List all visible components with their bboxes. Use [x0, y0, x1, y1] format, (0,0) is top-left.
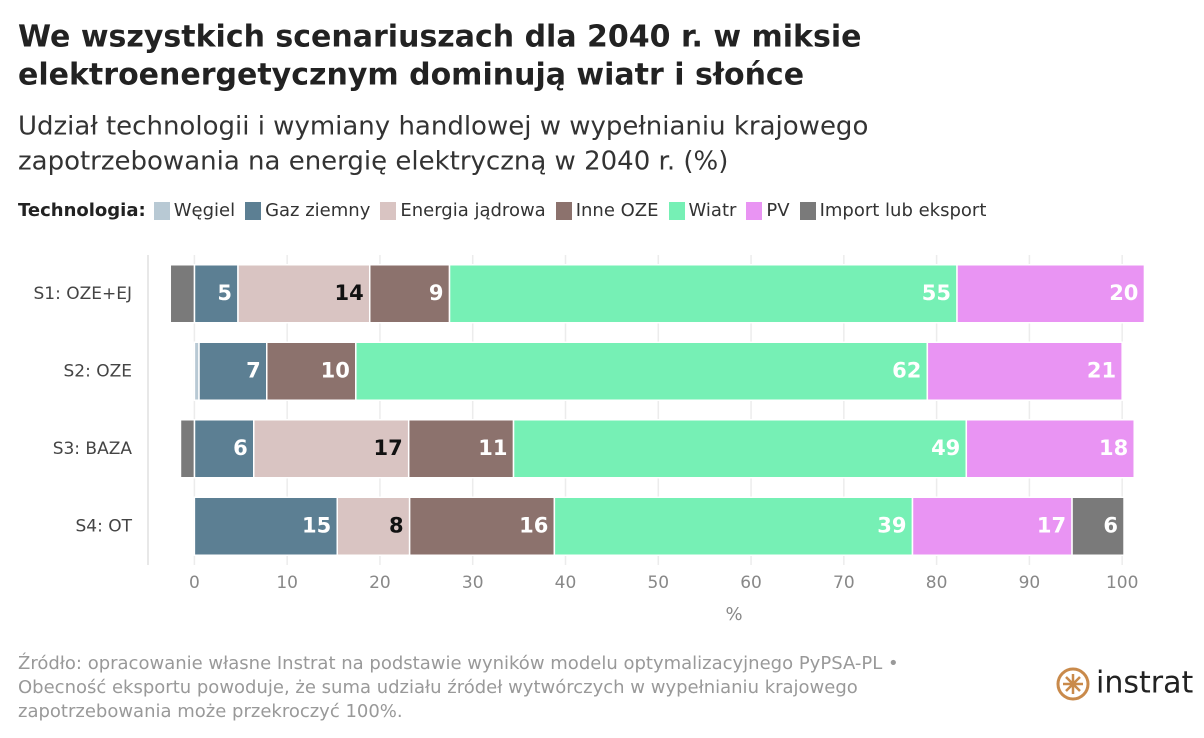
- legend-title: Technologia:: [18, 200, 146, 221]
- x-tick-label: 10: [276, 573, 298, 593]
- data-label: 16: [519, 513, 548, 537]
- x-tick-label: 80: [926, 573, 948, 593]
- bar-segment: [448, 264, 958, 324]
- data-label: 6: [1103, 513, 1118, 537]
- bar-segment: [266, 341, 357, 401]
- data-label: 10: [321, 358, 350, 382]
- legend: Technologia: Węgiel Gaz ziemny Energia jąd…: [18, 200, 996, 221]
- legend-item: Wiatr: [668, 200, 737, 221]
- bar-segment: [407, 419, 515, 479]
- y-tick-label: S2: OZE: [63, 361, 132, 381]
- legend-label: PV: [766, 200, 790, 221]
- source: Źródło: opracowanie własne Instrat na po…: [18, 652, 899, 674]
- bar-segment: [368, 264, 451, 324]
- legend-swatch: [668, 201, 685, 220]
- legend-swatch: [153, 201, 170, 220]
- bar-segment: [553, 496, 914, 556]
- legend-label: Energia jądrowa: [400, 200, 546, 221]
- source: Obecność eksportu powoduje, że suma udzi…: [18, 677, 858, 698]
- y-tick-label: S3: BAZA: [53, 439, 133, 459]
- data-label: 11: [478, 436, 507, 460]
- data-label: 62: [892, 358, 921, 382]
- x-axis-title: %: [725, 604, 742, 625]
- x-tick-label: 30: [462, 573, 484, 593]
- legend-item: Gaz ziemny: [245, 200, 370, 221]
- legend-swatch: [746, 201, 763, 220]
- bar-segment: [169, 264, 196, 324]
- data-label: 55: [922, 281, 951, 305]
- legend-item: Inne OZE: [555, 200, 659, 221]
- bar-segment: [911, 496, 1073, 556]
- data-label: 20: [1109, 281, 1138, 305]
- legend-item: PV: [746, 200, 790, 221]
- legend-swatch: [799, 201, 816, 220]
- data-label: 21: [1087, 358, 1116, 382]
- bar-segment: [1071, 496, 1125, 556]
- chart-subtitle: Udział technologii i wymiany handlowej w…: [18, 112, 868, 142]
- bar-segment: [179, 419, 196, 479]
- bar-segment: [956, 264, 1146, 324]
- legend-label: Wiatr: [688, 200, 737, 221]
- x-tick-label: 90: [1019, 573, 1041, 593]
- bar-segment: [408, 496, 556, 556]
- legend-label: Inne OZE: [575, 200, 659, 221]
- bar-segment: [193, 264, 239, 324]
- legend-swatch: [380, 201, 397, 220]
- x-tick-label: 0: [189, 573, 200, 593]
- bar-segment: [237, 264, 371, 324]
- data-label: 8: [389, 513, 404, 537]
- x-tick-label: 70: [833, 573, 855, 593]
- data-label: 7: [246, 358, 261, 382]
- bar-segment: [336, 496, 411, 556]
- y-tick-label: S1: OZE+EJ: [33, 284, 132, 304]
- legend-label: Import lub eksport: [819, 200, 987, 221]
- x-tick-label: 20: [369, 573, 391, 593]
- data-label: 17: [1037, 513, 1066, 537]
- data-label: 49: [931, 436, 960, 460]
- x-tick-label: 40: [555, 573, 577, 593]
- legend-item: Energia jądrowa: [380, 200, 546, 221]
- bar-segment: [512, 419, 968, 479]
- x-tick-label: 60: [740, 573, 762, 593]
- legend-label: Węgiel: [173, 200, 236, 221]
- bar-segment: [926, 341, 1123, 401]
- legend-item: Import lub eksport: [799, 200, 987, 221]
- bar-segment: [355, 341, 929, 401]
- data-label: 39: [877, 513, 906, 537]
- legend-item: Węgiel: [153, 200, 236, 221]
- legend-swatch: [245, 201, 262, 220]
- data-label: 6: [233, 436, 248, 460]
- y-tick-label: S4: OT: [75, 516, 132, 536]
- chart-title: elektroenergetycznym dominują wiatr i sł…: [18, 58, 804, 93]
- source: zapotrzebowania może przekroczyć 100%.: [18, 701, 403, 722]
- x-tick-label: 50: [647, 573, 669, 593]
- logo-icon: [1056, 667, 1090, 701]
- chart-title: We wszystkich scenariuszach dla 2040 r. …: [18, 20, 861, 55]
- data-label: 17: [373, 436, 402, 460]
- data-label: 18: [1099, 436, 1128, 460]
- logo-text: instrat: [1096, 666, 1193, 701]
- legend-swatch: [555, 201, 572, 220]
- chart-subtitle: zapotrzebowania na energię elektryczną w…: [18, 147, 728, 177]
- data-label: 14: [335, 281, 364, 305]
- bar-segment: [193, 496, 339, 556]
- data-label: 5: [217, 281, 232, 305]
- bar-segment: [193, 419, 255, 479]
- legend-label: Gaz ziemny: [265, 200, 371, 221]
- data-label: 15: [302, 513, 331, 537]
- x-tick-label: 100: [1106, 573, 1138, 593]
- data-label: 9: [429, 281, 444, 305]
- bar-segment: [965, 419, 1135, 479]
